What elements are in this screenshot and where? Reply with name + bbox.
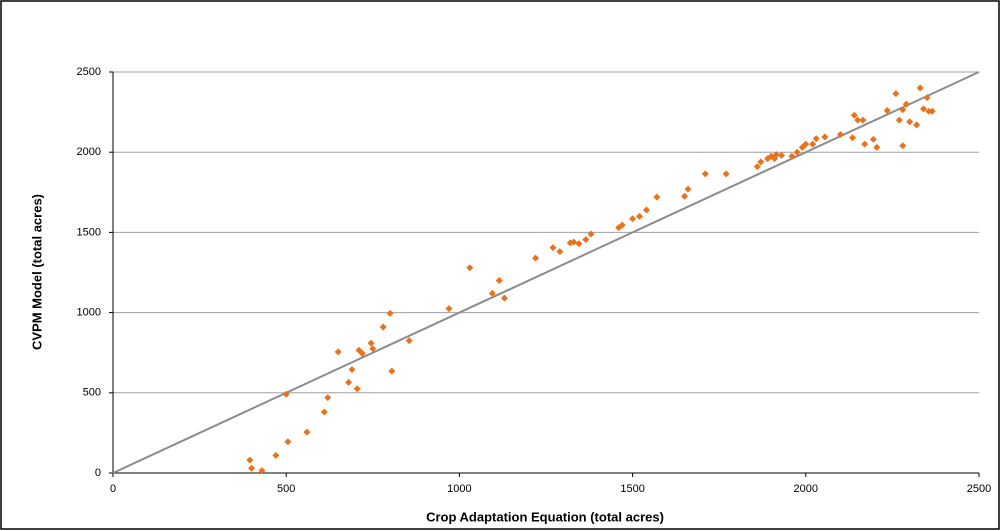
data-point (495, 277, 503, 285)
data-point (849, 134, 857, 142)
data-point (334, 348, 342, 356)
x-tick-label: 2500 (967, 483, 991, 495)
x-axis-title: Crop Adaptation Equation (total acres) (426, 509, 664, 524)
data-point (772, 151, 780, 159)
data-point (532, 254, 540, 262)
data-point (282, 390, 290, 398)
data-point (388, 367, 396, 375)
data-point (369, 345, 377, 353)
data-point (272, 451, 280, 459)
data-point (899, 106, 907, 114)
data-point (681, 192, 689, 200)
data-point (629, 215, 637, 223)
x-tick-label: 1500 (620, 483, 644, 495)
data-point (892, 90, 900, 98)
data-point (873, 143, 881, 151)
data-point (793, 148, 801, 156)
data-point (809, 140, 817, 148)
data-point (850, 111, 858, 119)
y-tick-label: 2000 (77, 146, 101, 158)
data-point (575, 240, 583, 248)
data-point (913, 121, 921, 129)
data-point (353, 385, 361, 393)
data-point (916, 84, 924, 92)
data-point (445, 305, 453, 313)
y-tick-label: 2500 (77, 66, 101, 78)
data-point (636, 212, 644, 220)
data-point (653, 193, 661, 201)
data-point (753, 163, 761, 171)
data-point (722, 170, 730, 178)
y-tick-label: 1500 (77, 226, 101, 238)
data-point (348, 366, 356, 374)
data-point (320, 408, 328, 416)
data-point (386, 309, 394, 317)
data-point (284, 438, 292, 446)
data-point (836, 131, 844, 139)
data-point (258, 467, 266, 475)
data-point (821, 133, 829, 141)
data-point (883, 106, 891, 114)
data-point (859, 116, 867, 124)
data-point (906, 118, 914, 126)
data-point (405, 337, 413, 345)
data-point (466, 264, 474, 272)
data-point (869, 135, 877, 143)
data-point (587, 230, 595, 238)
data-point (358, 350, 366, 358)
data-point (345, 378, 353, 386)
data-point (246, 456, 254, 464)
data-point (920, 105, 928, 113)
data-point (582, 236, 590, 244)
data-point (379, 323, 387, 331)
y-axis-title: CVPM Model (total acres) (29, 194, 44, 350)
data-point (367, 339, 375, 347)
data-point (500, 294, 508, 302)
data-point (570, 238, 578, 246)
reference-line (112, 71, 980, 474)
data-point (684, 185, 692, 193)
x-tick-label: 2000 (794, 483, 818, 495)
x-tick-label: 1000 (447, 483, 471, 495)
data-point (899, 142, 907, 150)
data-point (701, 170, 709, 178)
data-point (861, 140, 869, 148)
data-point (324, 394, 332, 402)
y-tick-label: 1000 (77, 307, 101, 319)
x-tick-label: 500 (277, 483, 295, 495)
data-point (303, 428, 311, 436)
data-point (854, 116, 862, 124)
data-point (902, 100, 910, 108)
data-point (248, 464, 256, 472)
data-point (812, 135, 820, 143)
data-point (923, 94, 931, 102)
data-point (642, 206, 650, 214)
data-point (928, 107, 936, 115)
data-point (618, 221, 626, 229)
x-tick-label: 0 (110, 483, 116, 495)
data-point (895, 116, 903, 124)
data-point (556, 248, 564, 256)
data-point (778, 151, 786, 159)
data-point (757, 158, 765, 166)
data-point (802, 140, 810, 148)
y-tick-label: 0 (95, 467, 101, 479)
y-tick-label: 500 (83, 387, 101, 399)
data-point (488, 289, 496, 297)
data-point (788, 152, 796, 160)
data-point (549, 244, 557, 252)
